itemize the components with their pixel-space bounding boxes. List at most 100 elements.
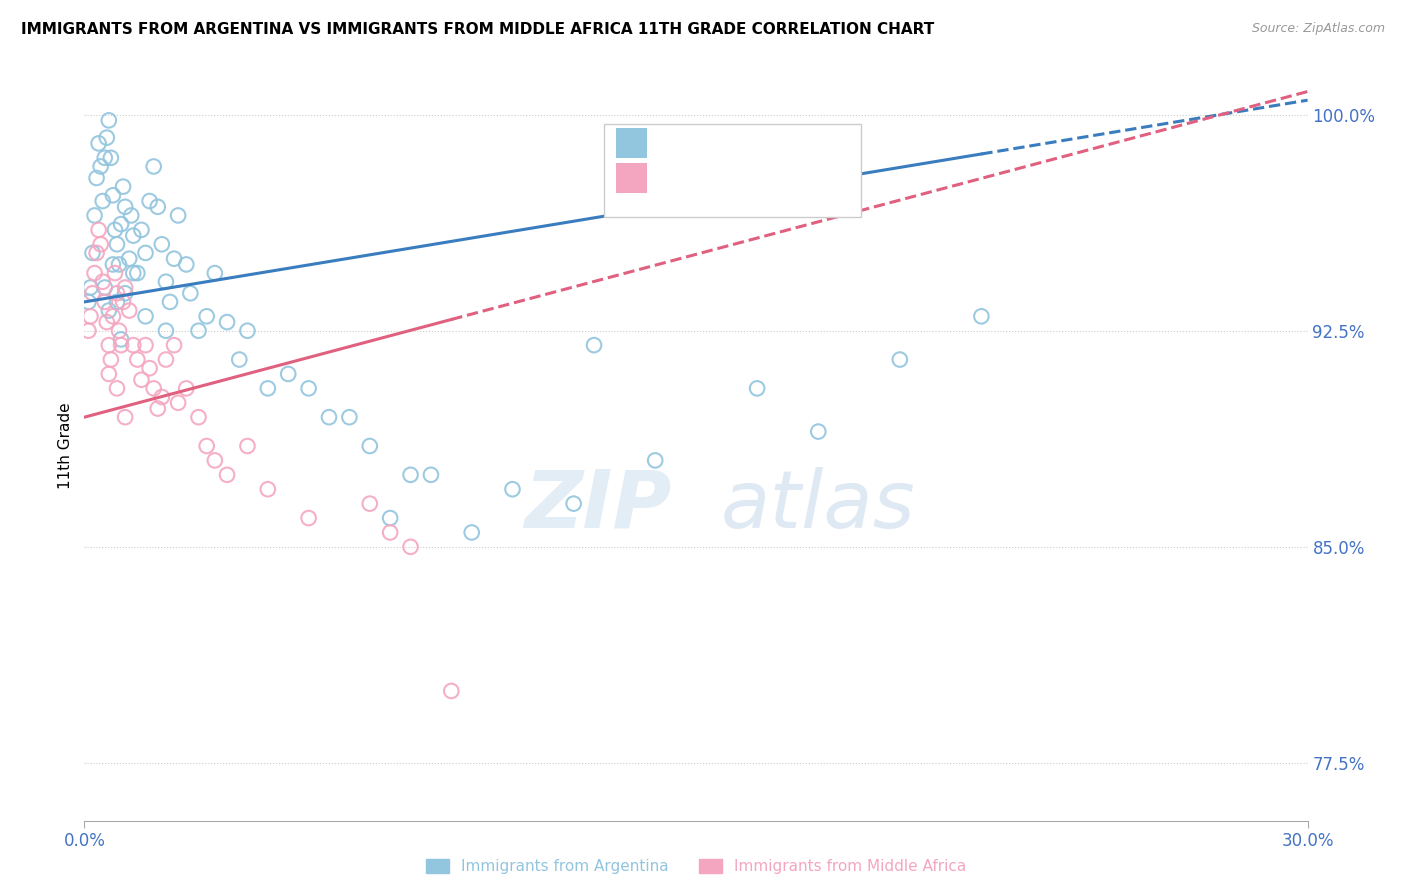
Point — [155, 275, 177, 289]
Point — [257, 381, 280, 395]
Point — [583, 338, 606, 352]
Point — [318, 410, 340, 425]
Point — [747, 381, 769, 395]
Point — [104, 223, 127, 237]
Point — [110, 217, 132, 231]
Text: IMMIGRANTS FROM ARGENTINA VS IMMIGRANTS FROM MIDDLE AFRICA 11TH GRADE CORRELATIO: IMMIGRANTS FROM ARGENTINA VS IMMIGRANTS … — [21, 22, 935, 37]
Point — [399, 467, 422, 482]
Point — [93, 151, 115, 165]
Text: ZIP: ZIP — [524, 467, 672, 545]
Point — [105, 294, 128, 309]
Point — [298, 381, 321, 395]
Point — [127, 352, 149, 367]
Point — [82, 246, 104, 260]
Point — [97, 338, 120, 352]
Point — [380, 511, 402, 525]
Point — [138, 361, 160, 376]
Text: Source: ZipAtlas.com: Source: ZipAtlas.com — [1251, 22, 1385, 36]
Point — [83, 266, 105, 280]
Point — [562, 497, 585, 511]
Point — [195, 310, 218, 324]
Point — [101, 188, 124, 202]
Point — [150, 390, 173, 404]
Point — [146, 200, 169, 214]
Point — [217, 315, 239, 329]
Point — [380, 525, 402, 540]
Text: R = 0.203   N = 68: R = 0.203 N = 68 — [657, 134, 827, 152]
Point — [110, 332, 132, 346]
Y-axis label: 11th Grade: 11th Grade — [58, 402, 73, 490]
Point — [114, 286, 136, 301]
Point — [90, 160, 112, 174]
Point — [87, 136, 110, 151]
Point — [204, 266, 226, 280]
Point — [155, 324, 177, 338]
Point — [807, 425, 830, 439]
Point — [970, 310, 993, 324]
Point — [105, 381, 128, 395]
FancyBboxPatch shape — [605, 124, 860, 218]
Point — [120, 209, 142, 223]
Point — [122, 266, 145, 280]
Point — [174, 257, 197, 271]
Point — [135, 338, 157, 352]
Point — [79, 310, 101, 324]
Point — [502, 482, 524, 496]
Point — [440, 684, 463, 698]
Point — [86, 171, 108, 186]
Point — [131, 373, 153, 387]
Point — [93, 294, 115, 309]
Text: atlas: atlas — [720, 467, 915, 545]
Point — [217, 467, 239, 482]
Point — [101, 310, 124, 324]
Point — [108, 257, 131, 271]
Point — [97, 367, 120, 381]
Point — [114, 410, 136, 425]
Point — [91, 194, 114, 208]
Point — [77, 324, 100, 338]
Bar — [616, 162, 647, 193]
Text: R = 0.469   N = 47: R = 0.469 N = 47 — [657, 169, 827, 186]
Point — [204, 453, 226, 467]
Point — [93, 280, 115, 294]
Point — [86, 246, 108, 260]
Point — [135, 310, 157, 324]
Point — [142, 381, 165, 395]
Point — [114, 280, 136, 294]
Point — [163, 338, 186, 352]
Point — [257, 482, 280, 496]
Point — [167, 209, 190, 223]
Point — [118, 252, 141, 266]
Point — [339, 410, 361, 425]
Point — [155, 352, 177, 367]
Point — [277, 367, 299, 381]
Point — [228, 352, 250, 367]
Point — [236, 324, 259, 338]
Point — [114, 200, 136, 214]
Point — [167, 396, 190, 410]
Point — [79, 280, 101, 294]
Point — [100, 352, 122, 367]
Point — [127, 266, 149, 280]
Point — [96, 130, 118, 145]
Point — [135, 246, 157, 260]
Point — [105, 237, 128, 252]
Point — [118, 303, 141, 318]
Point — [146, 401, 169, 416]
Point — [461, 525, 484, 540]
Legend: Immigrants from Argentina, Immigrants from Middle Africa: Immigrants from Argentina, Immigrants fr… — [419, 853, 973, 880]
Point — [104, 266, 127, 280]
Point — [112, 294, 135, 309]
Point — [90, 237, 112, 252]
Point — [112, 179, 135, 194]
Point — [82, 286, 104, 301]
Point — [100, 151, 122, 165]
Point — [131, 223, 153, 237]
Point — [105, 286, 128, 301]
Point — [359, 439, 381, 453]
Point — [359, 497, 381, 511]
Point — [150, 237, 173, 252]
Point — [122, 338, 145, 352]
Point — [420, 467, 443, 482]
Point — [97, 303, 120, 318]
